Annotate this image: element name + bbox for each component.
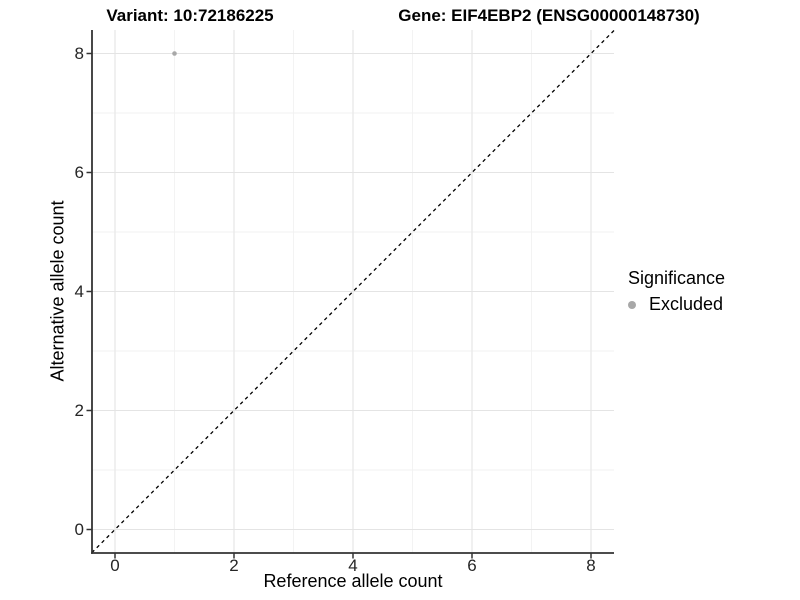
legend-item-label: Excluded <box>649 294 724 314</box>
y-tick-label: 0 <box>74 519 84 539</box>
legend: Significance Excluded <box>628 268 725 315</box>
x-tick-label: 6 <box>467 556 477 575</box>
data-point <box>172 51 177 56</box>
y-axis-title: Alternative allele count <box>47 200 68 382</box>
legend-title: Significance <box>628 268 726 288</box>
x-tick-label: 0 <box>110 556 120 575</box>
legend-item-excluded: Excluded <box>628 294 725 315</box>
x-tick-label: 4 <box>348 556 358 575</box>
legend-point-icon <box>628 300 636 309</box>
gene-title: Gene: EIF4EBP2 (ENSG00000148730) <box>398 6 700 25</box>
y-tick-label: 8 <box>74 43 84 63</box>
y-tick-label: 2 <box>74 400 84 420</box>
x-tick-label: 8 <box>586 556 596 575</box>
x-tick-label: 2 <box>229 556 239 575</box>
variant-title: Variant: 10:72186225 <box>106 6 274 25</box>
y-tick-label: 4 <box>74 281 84 301</box>
x-axis-title: Reference allele count <box>263 571 443 591</box>
y-tick-label: 6 <box>74 162 84 182</box>
